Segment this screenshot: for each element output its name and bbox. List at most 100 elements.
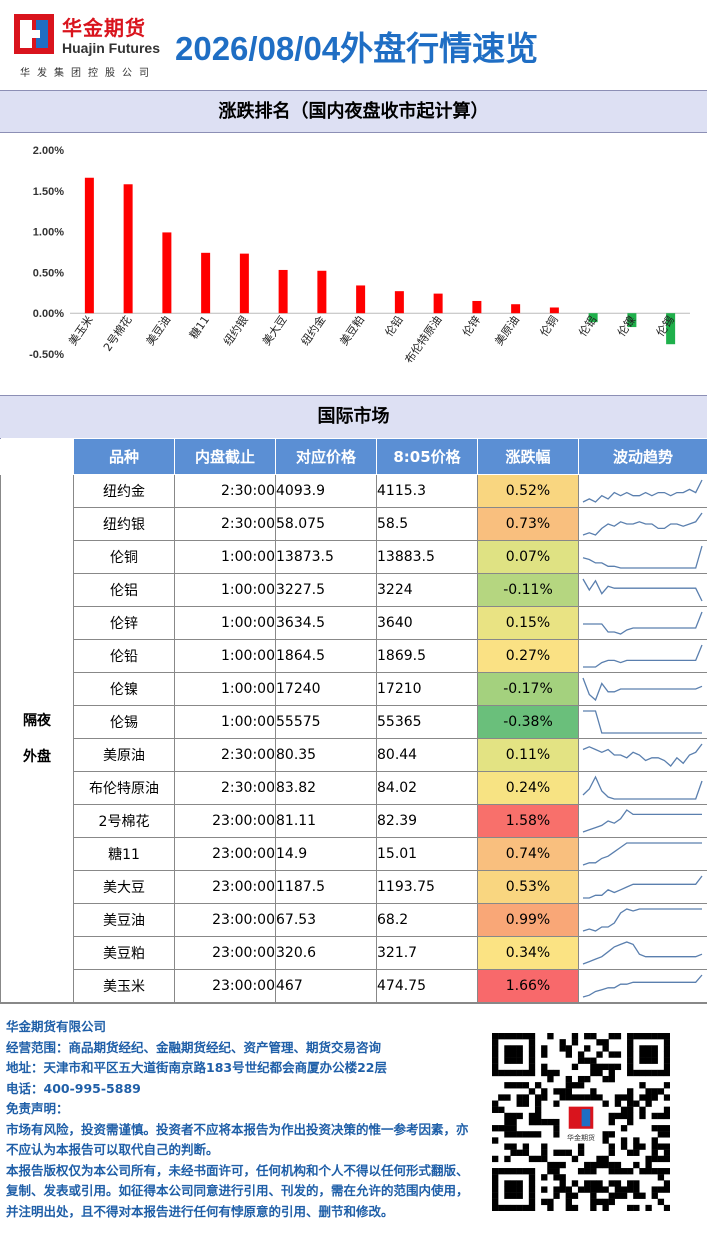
qr-module xyxy=(664,1045,670,1051)
qr-module xyxy=(492,1101,498,1107)
sparkline-line xyxy=(583,876,702,898)
sparkline-icon xyxy=(579,640,706,672)
sparkline-icon xyxy=(579,574,706,606)
qr-module xyxy=(664,1051,670,1057)
product-name: 伦铝 xyxy=(74,574,175,607)
bar xyxy=(162,232,171,313)
qr-module xyxy=(547,1070,553,1076)
report-title: 2026/08/04外盘行情速览 xyxy=(175,22,538,70)
qr-module xyxy=(560,1162,566,1168)
qr-module xyxy=(664,1156,670,1162)
qr-module xyxy=(664,1143,670,1149)
sparkline-line xyxy=(583,777,702,799)
x-tick-label: 美豆粕 xyxy=(337,313,367,348)
qr-module xyxy=(590,1058,596,1064)
header-blank xyxy=(1,439,74,475)
qr-module xyxy=(652,1113,658,1119)
qr-module xyxy=(609,1180,615,1186)
qr-module xyxy=(541,1094,547,1100)
qr-module xyxy=(615,1162,621,1168)
qr-module xyxy=(621,1168,627,1174)
logo-english-name: Huajin Futures xyxy=(62,40,160,56)
qr-module xyxy=(658,1186,664,1192)
qr-module xyxy=(627,1186,633,1192)
qr-module xyxy=(498,1070,504,1076)
reference-price: 467 xyxy=(276,970,377,1003)
qr-module xyxy=(529,1199,535,1205)
bar xyxy=(356,285,365,313)
qr-module xyxy=(517,1051,523,1057)
qr-module xyxy=(578,1058,584,1064)
x-tick-label: 糖11 xyxy=(186,313,212,342)
qr-module xyxy=(510,1033,516,1039)
qr-module xyxy=(584,1076,590,1082)
qr-module xyxy=(627,1119,633,1125)
qr-module xyxy=(498,1125,504,1131)
change-percent: 0.15% xyxy=(478,607,579,640)
reference-price: 14.9 xyxy=(276,838,377,871)
qr-module xyxy=(529,1174,535,1180)
qr-module xyxy=(553,1131,559,1137)
qr-module xyxy=(529,1168,535,1174)
qr-module xyxy=(645,1168,651,1174)
qr-module xyxy=(504,1168,510,1174)
qr-module xyxy=(517,1082,523,1088)
bar xyxy=(240,254,249,314)
qr-module xyxy=(560,1094,566,1100)
qr-module xyxy=(609,1199,615,1205)
qr-module xyxy=(492,1193,498,1199)
qr-module xyxy=(553,1186,559,1192)
bar xyxy=(434,294,443,314)
qr-module xyxy=(560,1150,566,1156)
qr-module xyxy=(658,1113,664,1119)
reference-price: 80.35 xyxy=(276,739,377,772)
qr-module xyxy=(664,1058,670,1064)
qr-module xyxy=(553,1101,559,1107)
disclaimer-paragraph-2: 本报告版权仅为本公司所有，未经书面许可，任何机构和个人不得以任何形式翻版、复制、… xyxy=(6,1161,476,1223)
qr-module xyxy=(529,1064,535,1070)
x-tick-label: 纽约金 xyxy=(298,313,328,348)
qr-module xyxy=(504,1082,510,1088)
qr-module xyxy=(578,1168,584,1174)
business-scope: 经营范围：商品期货经纪、金融期货经纪、资产管理、期货交易咨询 xyxy=(6,1038,476,1059)
qr-module xyxy=(590,1064,596,1070)
qr-module xyxy=(492,1180,498,1186)
bar xyxy=(124,184,133,313)
trend-sparkline xyxy=(579,640,707,673)
y-tick-label: 0.00% xyxy=(33,308,64,320)
qr-module xyxy=(560,1045,566,1051)
qr-module xyxy=(652,1045,658,1051)
qr-module xyxy=(510,1205,516,1211)
bar xyxy=(279,270,288,313)
qr-module xyxy=(578,1094,584,1100)
qr-module xyxy=(504,1045,510,1051)
qr-module xyxy=(664,1125,670,1131)
qr-module xyxy=(504,1094,510,1100)
price-0805: 1869.5 xyxy=(377,640,478,673)
qr-module xyxy=(590,1193,596,1199)
logo-subtitle: 华发集团控股公司 xyxy=(20,64,156,79)
qr-module xyxy=(664,1131,670,1137)
cutoff-time: 1:00:00 xyxy=(175,640,276,673)
qr-module xyxy=(517,1205,523,1211)
qr-module xyxy=(609,1119,615,1125)
qr-module xyxy=(652,1070,658,1076)
qr-module xyxy=(627,1205,633,1211)
qr-module xyxy=(566,1205,572,1211)
change-percent: 1.58% xyxy=(478,805,579,838)
cutoff-time: 2:30:00 xyxy=(175,475,276,508)
qr-module xyxy=(498,1033,504,1039)
qr-module xyxy=(517,1180,523,1186)
market-title: 国际市场 xyxy=(0,395,707,439)
qr-module xyxy=(652,1156,658,1162)
qr-module xyxy=(602,1186,608,1192)
sparkline-line xyxy=(583,645,702,667)
qr-module xyxy=(652,1168,658,1174)
qr-module xyxy=(596,1064,602,1070)
qr-module xyxy=(609,1051,615,1057)
cutoff-time: 2:30:00 xyxy=(175,739,276,772)
qr-module xyxy=(492,1045,498,1051)
sparkline-icon xyxy=(579,607,706,639)
